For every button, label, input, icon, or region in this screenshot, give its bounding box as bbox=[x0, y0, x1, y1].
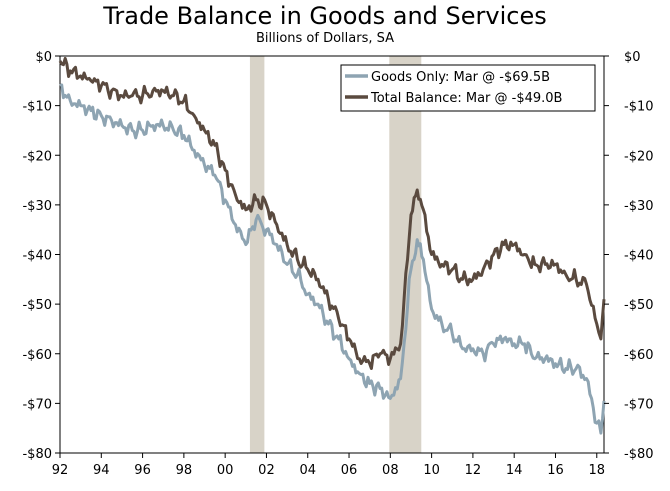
x-tick-label: 12 bbox=[465, 463, 482, 478]
y-tick-label-right: -$10 bbox=[624, 100, 654, 115]
legend: Goods Only: Mar @ -$69.5B Total Balance:… bbox=[340, 64, 596, 112]
x-tick-label: 10 bbox=[423, 463, 440, 478]
series-lines bbox=[58, 56, 606, 435]
y-tick-label-left: -$50 bbox=[22, 298, 52, 313]
y-tick-label-left: -$80 bbox=[22, 447, 52, 462]
legend-label-goods: Goods Only: Mar @ -$69.5B bbox=[371, 70, 550, 85]
y-tick-label-right: -$70 bbox=[624, 397, 654, 412]
x-tick-label: 16 bbox=[547, 463, 564, 478]
series-line-goods-only bbox=[59, 83, 606, 435]
x-tick-label: 18 bbox=[589, 463, 606, 478]
x-tick-label: 04 bbox=[299, 463, 316, 478]
y-tick-label-left: -$60 bbox=[22, 348, 52, 363]
y-tick-label-left: -$70 bbox=[22, 397, 52, 412]
x-tick-label: 08 bbox=[382, 463, 399, 478]
y-tick-label-right: $0 bbox=[624, 50, 641, 65]
y-tick-label-right: -$30 bbox=[624, 199, 654, 214]
x-tick-label: 14 bbox=[506, 463, 523, 478]
y-tick-label-left: -$20 bbox=[22, 149, 52, 164]
y-tick-label-right: -$20 bbox=[624, 149, 654, 164]
x-tick-label: 96 bbox=[134, 463, 151, 478]
y-tick-label-right: -$60 bbox=[624, 348, 654, 363]
y-tick-label-left: -$40 bbox=[22, 249, 52, 264]
x-tick-label: 92 bbox=[52, 463, 69, 478]
y-tick-label-left: $0 bbox=[35, 50, 52, 65]
chart-title: Trade Balance in Goods and Services bbox=[103, 2, 547, 30]
x-tick-label: 98 bbox=[176, 463, 193, 478]
recession-band-1 bbox=[249, 56, 265, 453]
x-tick-label: 94 bbox=[93, 463, 110, 478]
x-tick-label: 00 bbox=[217, 463, 234, 478]
y-tick-label-left: -$10 bbox=[22, 100, 52, 115]
legend-box bbox=[340, 64, 596, 112]
y-tick-label-right: -$50 bbox=[624, 298, 654, 313]
y-tick-label-right: -$40 bbox=[624, 249, 654, 264]
x-tick-label: 06 bbox=[341, 463, 358, 478]
legend-label-total: Total Balance: Mar @ -$49.0B bbox=[370, 91, 562, 106]
axis-ticks: $0 $0 -$10 -$10 -$20 -$20 -$30 -$30 -$40 -$40 -$50… bbox=[22, 50, 653, 478]
x-tick-label: 02 bbox=[258, 463, 275, 478]
y-tick-label-left: -$30 bbox=[22, 199, 52, 214]
series-line-total-balance bbox=[58, 56, 606, 370]
chart-subtitle: Billions of Dollars, SA bbox=[255, 31, 395, 46]
y-tick-label-right: -$80 bbox=[624, 447, 654, 462]
